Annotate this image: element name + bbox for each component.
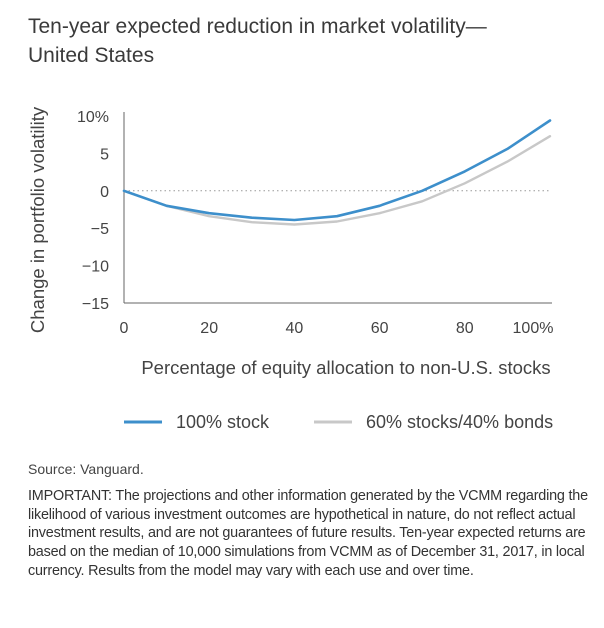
chart-title-line-2: United States: [28, 44, 155, 67]
x-axis-label: Percentage of equity allocation to non-U…: [141, 357, 550, 378]
source-note: Source: Vanguard.: [28, 461, 144, 477]
chart-title: Ten-year expected reduction in market vo…: [28, 12, 588, 70]
series-line-60-40: [122, 135, 552, 226]
legend-label-60-40: 60% stocks/40% bonds: [366, 412, 553, 432]
series-line-100-stock: [122, 119, 552, 222]
x-tick-label: 80: [456, 320, 474, 337]
y-tick-label: 0: [100, 184, 109, 201]
x-tick-label: 40: [286, 320, 304, 337]
y-tick-label: 5: [100, 146, 109, 163]
y-axis-label: Change in portfolio volatility: [27, 106, 48, 333]
y-tick-label: 10%: [77, 109, 109, 126]
x-tick-label: 60: [371, 320, 389, 337]
chart-title-line-1: Ten-year expected reduction in market vo…: [28, 15, 487, 38]
y-tick-label: −10: [82, 259, 109, 276]
x-tick-label: 100%: [513, 320, 554, 337]
x-tick-label: 20: [200, 320, 218, 337]
x-tick-label: 0: [120, 320, 129, 337]
important-disclaimer: IMPORTANT: The projections and other inf…: [28, 488, 588, 579]
y-tick-label: −15: [82, 296, 109, 313]
legend-label-100-stock: 100% stock: [176, 412, 270, 432]
line-chart: 10% 5 0 −5 −10 −15 0 20 40 60 80 100% Percentage of …: [27, 106, 554, 432]
y-tick-label: −5: [91, 221, 109, 238]
